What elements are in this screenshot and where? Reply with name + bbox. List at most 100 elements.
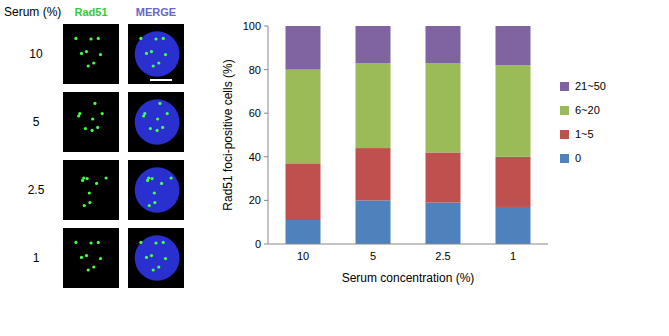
focus: [91, 129, 94, 132]
y-tick-label: 20: [249, 194, 261, 206]
figure: Serum (%)Rad51MERGE1052.51Rad51 foci-pos…: [0, 0, 669, 336]
focus: [154, 37, 157, 40]
focus: [156, 117, 159, 120]
x-axis: [268, 244, 548, 245]
micrograph: [63, 228, 119, 288]
y-tick-label: 100: [243, 20, 261, 32]
column-header: Rad51: [74, 6, 107, 18]
focus: [156, 129, 159, 132]
focus: [84, 127, 87, 130]
focus: [162, 241, 165, 244]
bar-segment: [426, 63, 461, 152]
focus: [160, 182, 163, 185]
row-label: 5: [33, 115, 40, 129]
y-tick: [264, 69, 268, 70]
bar-segment: [496, 207, 531, 244]
focus: [149, 127, 152, 130]
y-tick-label: 60: [249, 107, 261, 119]
focus: [95, 182, 98, 185]
focus: [87, 64, 90, 67]
focus: [88, 201, 91, 204]
focus: [146, 179, 149, 182]
bar-segment: [426, 26, 461, 63]
focus: [77, 114, 80, 117]
nucleus: [135, 167, 180, 213]
focus: [92, 265, 95, 268]
nucleus: [135, 99, 180, 145]
y-axis-label: Rad51 foci-positive cells (%): [221, 59, 235, 210]
focus: [96, 126, 99, 129]
legend-label: 21~50: [575, 80, 606, 92]
focus: [89, 241, 92, 244]
bar-segment: [496, 65, 531, 157]
focus: [99, 257, 102, 260]
focus: [80, 52, 83, 55]
bar-segment: [356, 148, 391, 200]
y-tick: [264, 26, 268, 27]
y-tick: [264, 113, 268, 114]
x-axis-label: Serum concentration (%): [342, 271, 475, 285]
micrograph: [63, 160, 119, 220]
micrograph: [128, 228, 184, 288]
y-tick-label: 0: [255, 238, 261, 250]
x-tick-label: 2.5: [435, 250, 450, 262]
focus: [81, 179, 84, 182]
bar-segment: [426, 203, 461, 244]
legend-label: 0: [575, 152, 581, 164]
bar-segment: [356, 26, 391, 63]
focus: [139, 37, 142, 40]
nucleus: [135, 31, 180, 77]
focus: [89, 37, 92, 40]
focus: [164, 53, 167, 56]
legend-swatch: [560, 106, 569, 115]
column-header: MERGE: [136, 6, 176, 18]
legend-label: 6~20: [575, 104, 600, 116]
y-tick-label: 40: [249, 151, 261, 163]
focus: [170, 176, 173, 179]
focus: [88, 191, 91, 194]
focus: [92, 61, 95, 64]
bar-segment: [286, 70, 321, 164]
focus: [152, 268, 155, 271]
x-tick-label: 5: [370, 250, 376, 262]
row-header: Serum (%): [4, 5, 61, 19]
bar-segment: [356, 200, 391, 244]
legend-swatch: [560, 82, 569, 91]
focus: [150, 177, 153, 180]
focus: [74, 241, 77, 244]
y-tick: [264, 200, 268, 201]
y-tick-label: 80: [249, 64, 261, 76]
focus: [154, 241, 157, 244]
focus: [105, 176, 108, 179]
focus: [97, 37, 100, 40]
focus: [148, 204, 151, 207]
focus: [74, 37, 77, 40]
focus: [139, 241, 142, 244]
focus: [93, 102, 96, 105]
row-label: 10: [29, 47, 43, 61]
legend-swatch: [560, 130, 569, 139]
legend-swatch: [560, 154, 569, 163]
focus: [161, 126, 164, 129]
micrograph: [128, 24, 184, 84]
legend-label: 1~5: [575, 128, 594, 140]
focus: [153, 201, 156, 204]
focus: [142, 114, 145, 117]
bar-segment: [286, 26, 321, 70]
focus: [150, 254, 153, 257]
focus: [85, 177, 88, 180]
focus: [85, 254, 88, 257]
micrograph: [63, 24, 119, 84]
bar-segment: [496, 157, 531, 207]
bar-segment: [286, 163, 321, 220]
focus: [164, 257, 167, 260]
micrograph: [128, 160, 184, 220]
focus: [158, 102, 161, 105]
y-tick: [264, 244, 268, 245]
nucleus: [135, 235, 180, 281]
micrograph: [128, 92, 184, 152]
micrograph: [63, 92, 119, 152]
focus: [80, 256, 83, 259]
focus: [101, 112, 104, 115]
focus: [87, 268, 90, 271]
